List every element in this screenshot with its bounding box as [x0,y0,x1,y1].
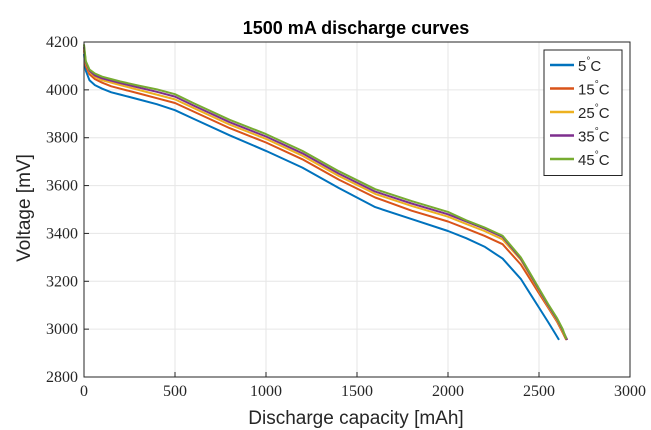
y-tick-label: 3600 [46,178,78,195]
series-line-45c [83,44,568,340]
series-line-5c [83,53,560,341]
y-tick-label: 3400 [46,225,78,242]
x-tick-label: 2500 [523,383,555,400]
x-tick-label: 0 [80,383,88,400]
legend-label: 15°C [578,80,610,99]
y-tick-label: 3000 [46,321,78,338]
y-axis-label: Voltage [mV] [14,154,35,262]
legend-label: 35°C [578,127,610,146]
x-tick-label: 3000 [614,383,646,400]
x-tick-label: 1000 [250,383,282,400]
x-tick-label: 1500 [341,383,373,400]
legend-label: 5°C [578,56,601,75]
series-lines [83,44,569,341]
series-line-15c [83,50,568,341]
y-tick-label: 4200 [46,34,78,51]
axis-ticks: 0 500 1000 1500 2000 2500 3000 2800 3000 3200 3400… [46,34,646,400]
x-tick-label: 500 [163,383,187,400]
chart-title: 1500 mA discharge curves [243,18,469,38]
y-tick-label: 3800 [46,130,78,147]
x-axis-label: Discharge capacity [mAh] [248,408,463,429]
legend: 5°C 15°C 25°C 35°C 45°C [543,49,623,176]
legend-label: 25°C [578,103,610,122]
y-tick-label: 3200 [46,273,78,290]
legend-label: 45°C [578,150,610,169]
x-tick-label: 2000 [432,383,464,400]
y-tick-label: 4000 [46,82,78,99]
y-tick-label: 2800 [46,369,78,386]
